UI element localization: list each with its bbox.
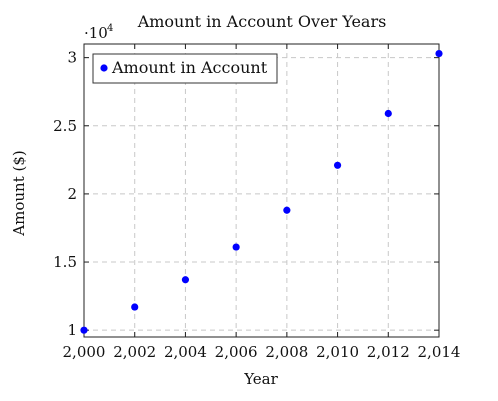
x-tick-label: 2,004 [164,343,207,361]
y-multiplier: ·10 4 [84,23,113,42]
x-tick-label: 2,006 [215,343,258,361]
chart-title: Amount in Account Over Years [137,12,387,31]
x-tick-label: 2,010 [316,343,359,361]
grid [83,44,440,337]
y-tick-label: 1 [67,321,77,339]
y-tick-label: 2.5 [53,117,77,135]
x-tick-label: 2,002 [113,343,156,361]
data-point [333,161,342,169]
data-points [80,49,443,334]
legend-box [92,53,278,84]
plot-frame [83,43,440,338]
x-tick-labels: 2,000 2,002 2,004 2,006 2,008 2,010 2,012 2,014 [63,343,461,361]
x-tick-label: 2,014 [418,343,461,361]
y-tick-labels: 1 1.5 2 2.5 3 [53,49,77,340]
y-tick-label: 2 [67,185,77,203]
data-point [232,243,240,251]
axis-ticks [83,44,440,337]
data-point [80,326,88,334]
data-point [283,206,291,214]
data-point [131,303,139,311]
data-point [435,49,443,58]
x-tick-label: 2,000 [63,343,106,361]
data-point [384,109,392,118]
legend-marker [100,64,108,72]
y-axis-label: Amount ($) [10,150,28,236]
y-multiplier-exponent: 4 [107,23,113,34]
legend: Amount in Account [92,53,278,84]
y-tick-label: 1.5 [53,253,77,271]
y-tick-label: 3 [67,49,77,67]
x-tick-label: 2,008 [265,343,308,361]
data-point [181,276,190,284]
x-tick-label: 2,012 [367,343,410,361]
x-axis-label: Year [243,370,278,388]
legend-label: Amount in Account [111,58,268,77]
y-multiplier-base: ·10 [84,24,108,42]
